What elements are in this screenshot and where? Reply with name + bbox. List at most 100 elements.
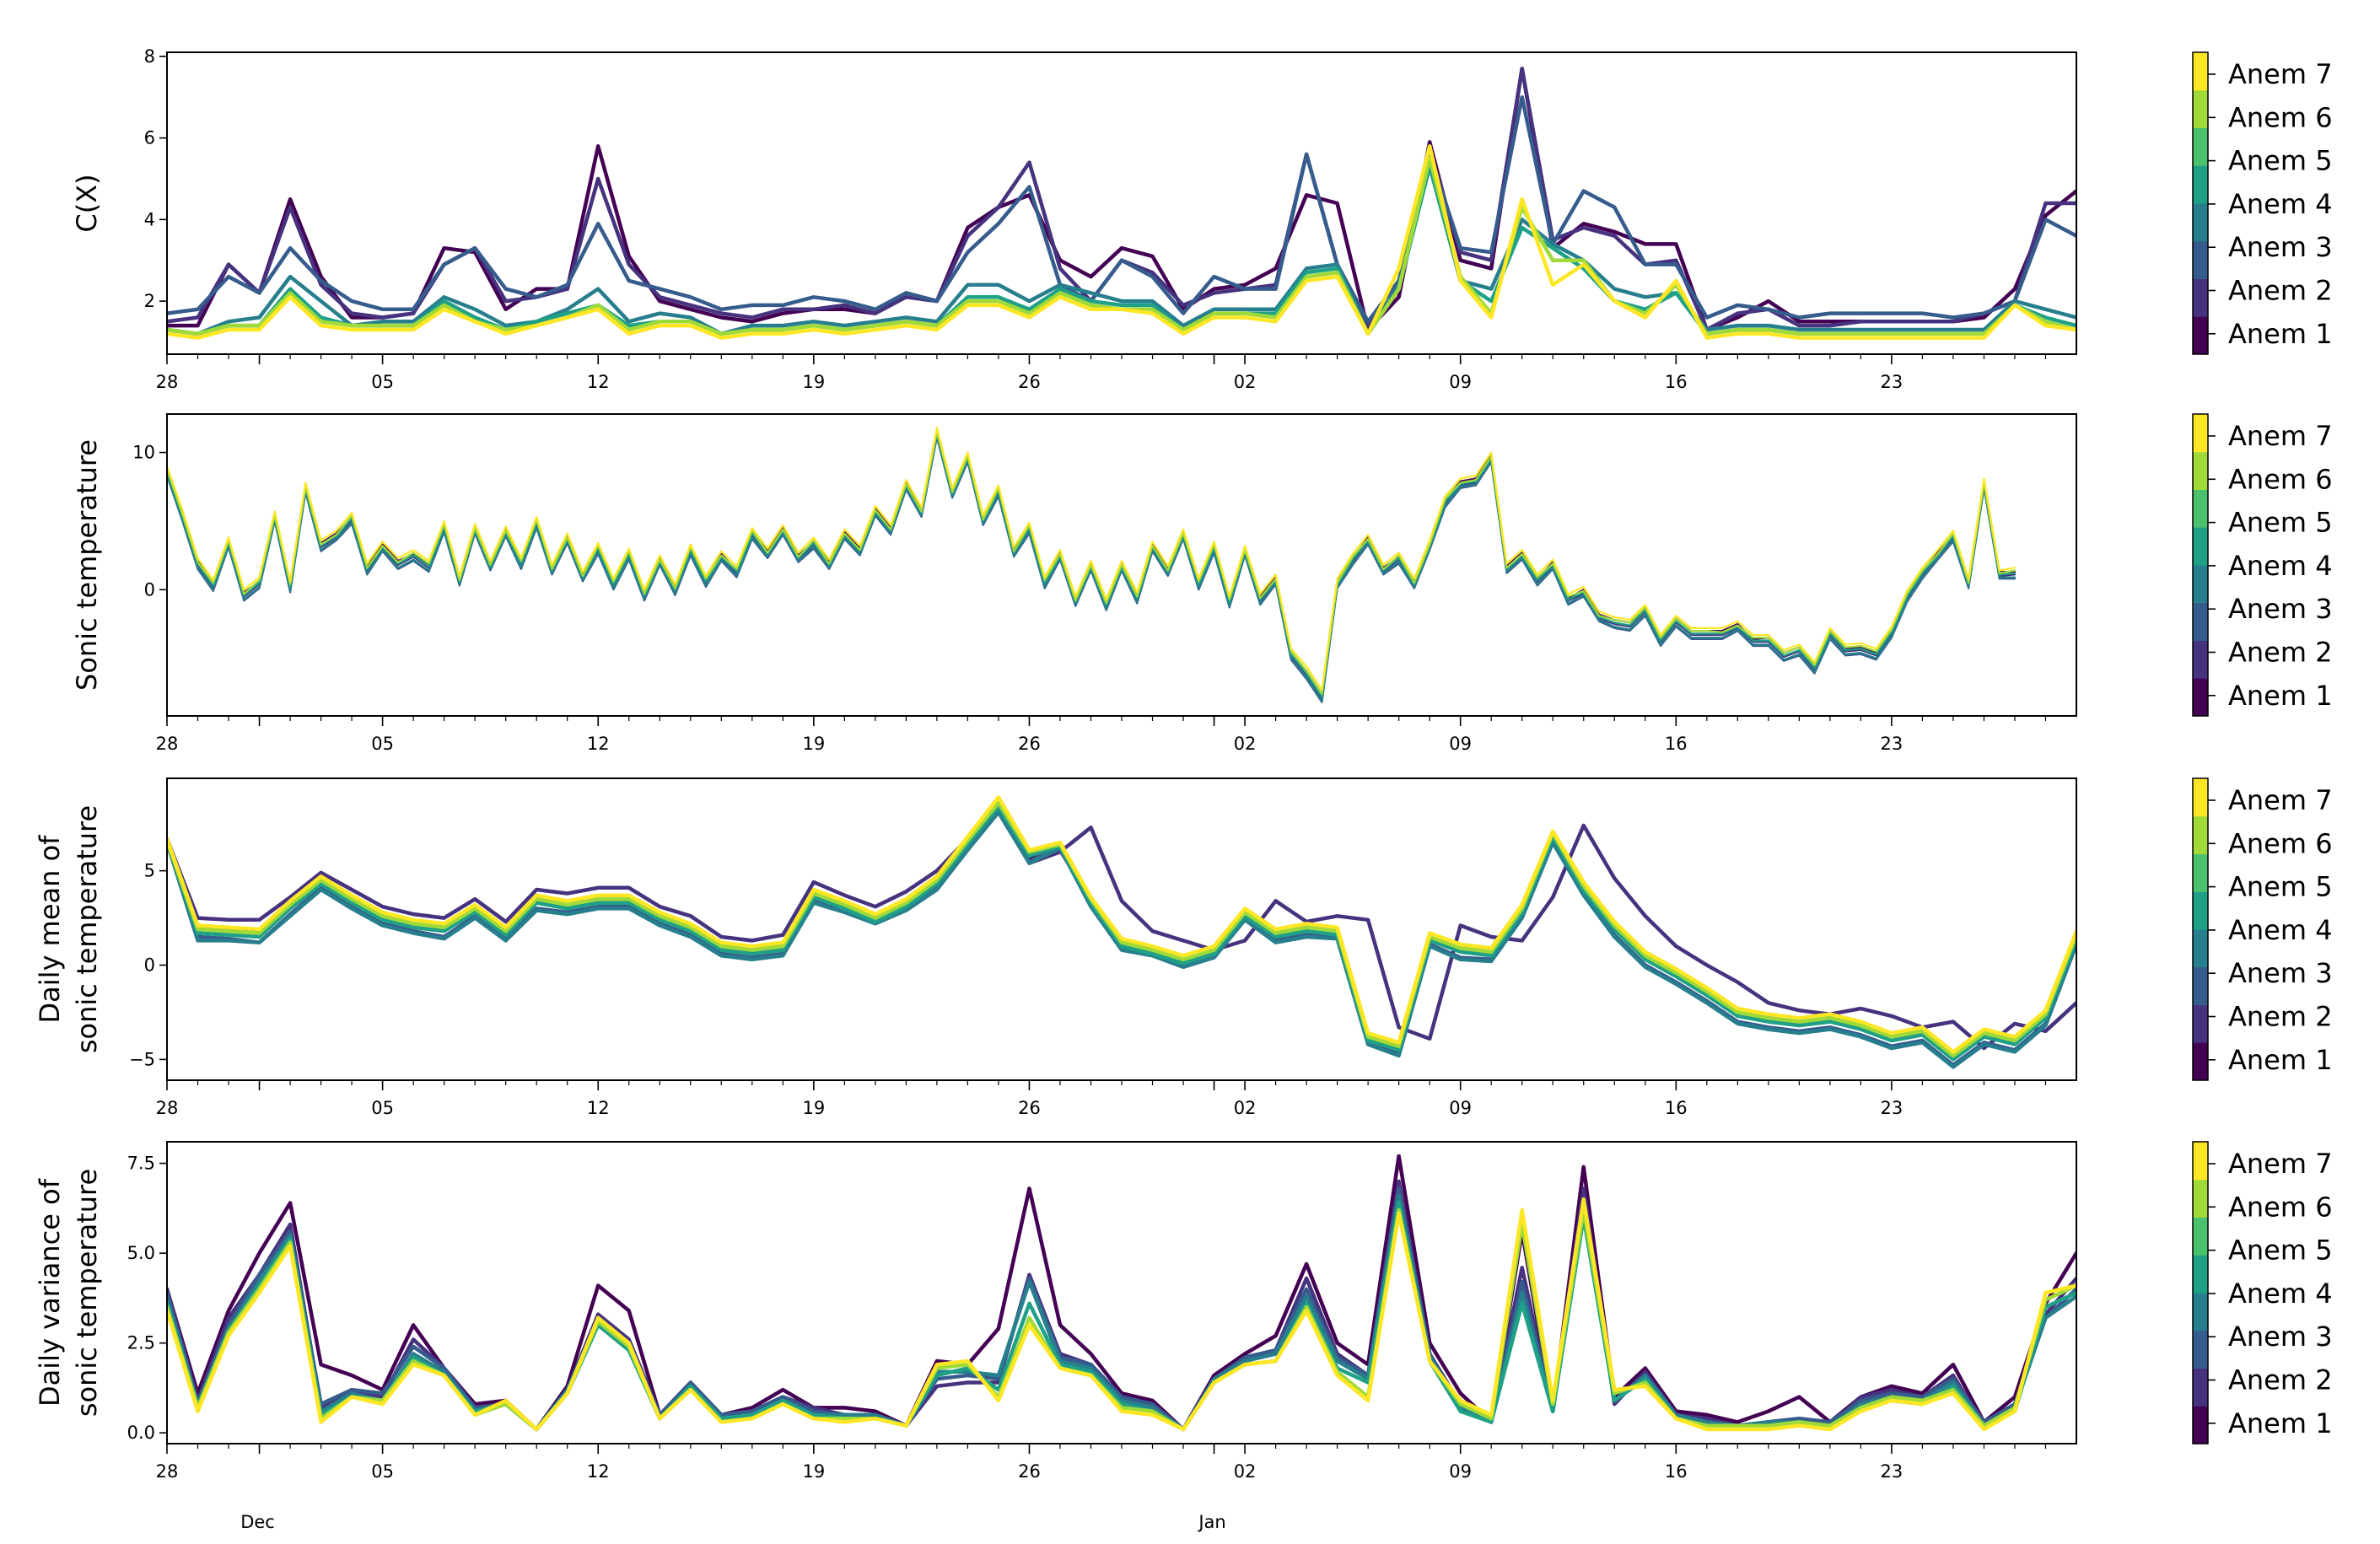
x-tick-label: 02 bbox=[1234, 1461, 1257, 1482]
x-tick-label: 23 bbox=[1881, 372, 1903, 392]
legend-entry-5: Anem 5 bbox=[2228, 871, 2333, 903]
series-line-anem-7 bbox=[167, 144, 2076, 340]
x-tick-label: 16 bbox=[1665, 372, 1688, 392]
legend-entry-3: Anem 3 bbox=[2228, 231, 2333, 263]
x-tick-label: 19 bbox=[802, 734, 825, 754]
x-tick-label: 05 bbox=[371, 1461, 394, 1482]
x-tick-label: 26 bbox=[1018, 372, 1041, 392]
colorbar-frame bbox=[2192, 413, 2209, 717]
colorbar-band bbox=[2193, 1004, 2208, 1043]
colorbar-legend: Anem 7 Anem 6 Anem 5 Anem 4 Anem 3 Anem 2 Anem… bbox=[2192, 413, 2333, 717]
series-group bbox=[167, 67, 2076, 340]
x-tick-label: 12 bbox=[587, 734, 610, 754]
x-tick-label: 09 bbox=[1449, 372, 1472, 392]
colorbar-band bbox=[2193, 89, 2208, 128]
x-tick-label: 09 bbox=[1449, 734, 1472, 754]
colorbar-band bbox=[2193, 565, 2208, 604]
series-group bbox=[167, 427, 2017, 703]
legend-entry-7: Anem 7 bbox=[2228, 784, 2333, 816]
colorbar-band bbox=[2193, 1406, 2208, 1444]
colorbar-band bbox=[2193, 451, 2208, 490]
series-line-anem-3 bbox=[167, 94, 2076, 324]
series-line-anem-2 bbox=[167, 806, 2076, 1051]
series-line-anem-6 bbox=[167, 800, 2076, 1058]
series-line-anem-4 bbox=[167, 160, 2076, 336]
x-tick-label: 05 bbox=[371, 372, 394, 392]
x-tick-label: 28 bbox=[156, 734, 179, 754]
colorbar-band bbox=[2193, 853, 2208, 892]
y-axis-label: Sonic temperature bbox=[71, 439, 103, 691]
colorbar-band bbox=[2193, 127, 2208, 166]
month-label: Dec bbox=[240, 1512, 275, 1532]
colorbar-band bbox=[2193, 602, 2208, 641]
series-line-anem-1 bbox=[167, 1154, 2076, 1432]
colorbar-band bbox=[2193, 778, 2208, 817]
x-tick-label: 12 bbox=[587, 1098, 610, 1118]
x-tick-label: 16 bbox=[1665, 734, 1688, 754]
y-axis-label: Daily mean of bbox=[34, 835, 66, 1024]
legend-entry-4: Anem 4 bbox=[2228, 914, 2333, 946]
series-line-anem-5 bbox=[167, 804, 2076, 1062]
colorbar-band bbox=[2193, 1042, 2208, 1081]
x-tick-label: 26 bbox=[1018, 734, 1041, 754]
legend-entry-3: Anem 3 bbox=[2228, 1321, 2333, 1353]
legend-entry-4: Anem 4 bbox=[2228, 188, 2333, 220]
colorbar-legend: Anem 7 Anem 6 Anem 5 Anem 4 Anem 3 Anem 2 Anem… bbox=[2192, 51, 2333, 355]
legend-entry-6: Anem 6 bbox=[2228, 827, 2333, 859]
colorbar-band bbox=[2193, 1330, 2208, 1369]
x-tick-label: 26 bbox=[1018, 1461, 1041, 1482]
y-tick-label: −5 bbox=[129, 1049, 155, 1069]
x-tick-label: 23 bbox=[1881, 1098, 1903, 1118]
legend-entry-2: Anem 2 bbox=[2228, 637, 2333, 669]
y-tick-label: 2.5 bbox=[127, 1333, 155, 1353]
colorbar-frame bbox=[2192, 777, 2209, 1081]
x-tick-label: 09 bbox=[1449, 1098, 1472, 1118]
legend-entry-3: Anem 3 bbox=[2228, 957, 2333, 989]
legend-entry-3: Anem 3 bbox=[2228, 593, 2333, 625]
y-axis-label: Daily variance of bbox=[34, 1178, 66, 1407]
legend-entry-6: Anem 6 bbox=[2228, 463, 2333, 495]
y-tick-label: 10 bbox=[132, 443, 155, 463]
colorbar-band bbox=[2193, 240, 2208, 279]
legend-entry-2: Anem 2 bbox=[2228, 275, 2333, 307]
panel-2: 0 10 28 05 12 19 26 02 09 16 23 Sonic temperature An… bbox=[71, 413, 2333, 754]
y-axis-label: sonic temperature bbox=[71, 1169, 103, 1417]
x-tick-label: 05 bbox=[371, 734, 394, 754]
legend-entry-1: Anem 1 bbox=[2228, 1044, 2333, 1076]
colorbar-band bbox=[2193, 316, 2208, 355]
month-label: Jan bbox=[1197, 1512, 1225, 1532]
colorbar-frame bbox=[2192, 51, 2209, 355]
y-tick-label: 2 bbox=[144, 291, 155, 311]
x-tick-label: 19 bbox=[802, 372, 825, 392]
x-tick-label: 02 bbox=[1234, 1098, 1257, 1118]
colorbar-legend: Anem 7 Anem 6 Anem 5 Anem 4 Anem 3 Anem 2 Anem… bbox=[2192, 777, 2333, 1081]
x-tick-label: 23 bbox=[1881, 734, 1903, 754]
colorbar-band bbox=[2193, 1368, 2208, 1407]
colorbar-band bbox=[2193, 1179, 2208, 1218]
y-tick-label: 0 bbox=[144, 955, 155, 976]
colorbar-band bbox=[2193, 527, 2208, 566]
colorbar-band bbox=[2193, 678, 2208, 717]
x-tick-label: 12 bbox=[587, 1461, 610, 1482]
legend-entry-2: Anem 2 bbox=[2228, 1364, 2333, 1396]
series-line-anem-2 bbox=[167, 67, 2076, 332]
colorbar-band bbox=[2193, 278, 2208, 317]
y-tick-label: 8 bbox=[144, 46, 155, 67]
x-tick-label: 19 bbox=[802, 1098, 825, 1118]
legend-entry-5: Anem 5 bbox=[2228, 507, 2333, 539]
y-tick-label: 5 bbox=[144, 861, 155, 881]
colorbar-band bbox=[2193, 203, 2208, 242]
series-group bbox=[167, 795, 2076, 1069]
x-tick-label: 28 bbox=[156, 1098, 179, 1118]
legend-entry-6: Anem 6 bbox=[2228, 1191, 2333, 1223]
colorbar-band bbox=[2193, 165, 2208, 204]
colorbar-band bbox=[2193, 929, 2208, 968]
colorbar-band bbox=[2193, 489, 2208, 528]
colorbar-band bbox=[2193, 1142, 2208, 1181]
series-group bbox=[167, 1154, 2076, 1432]
x-tick-label: 16 bbox=[1665, 1098, 1688, 1118]
colorbar-band bbox=[2193, 640, 2208, 679]
series-line-anem-1 bbox=[167, 67, 2076, 332]
